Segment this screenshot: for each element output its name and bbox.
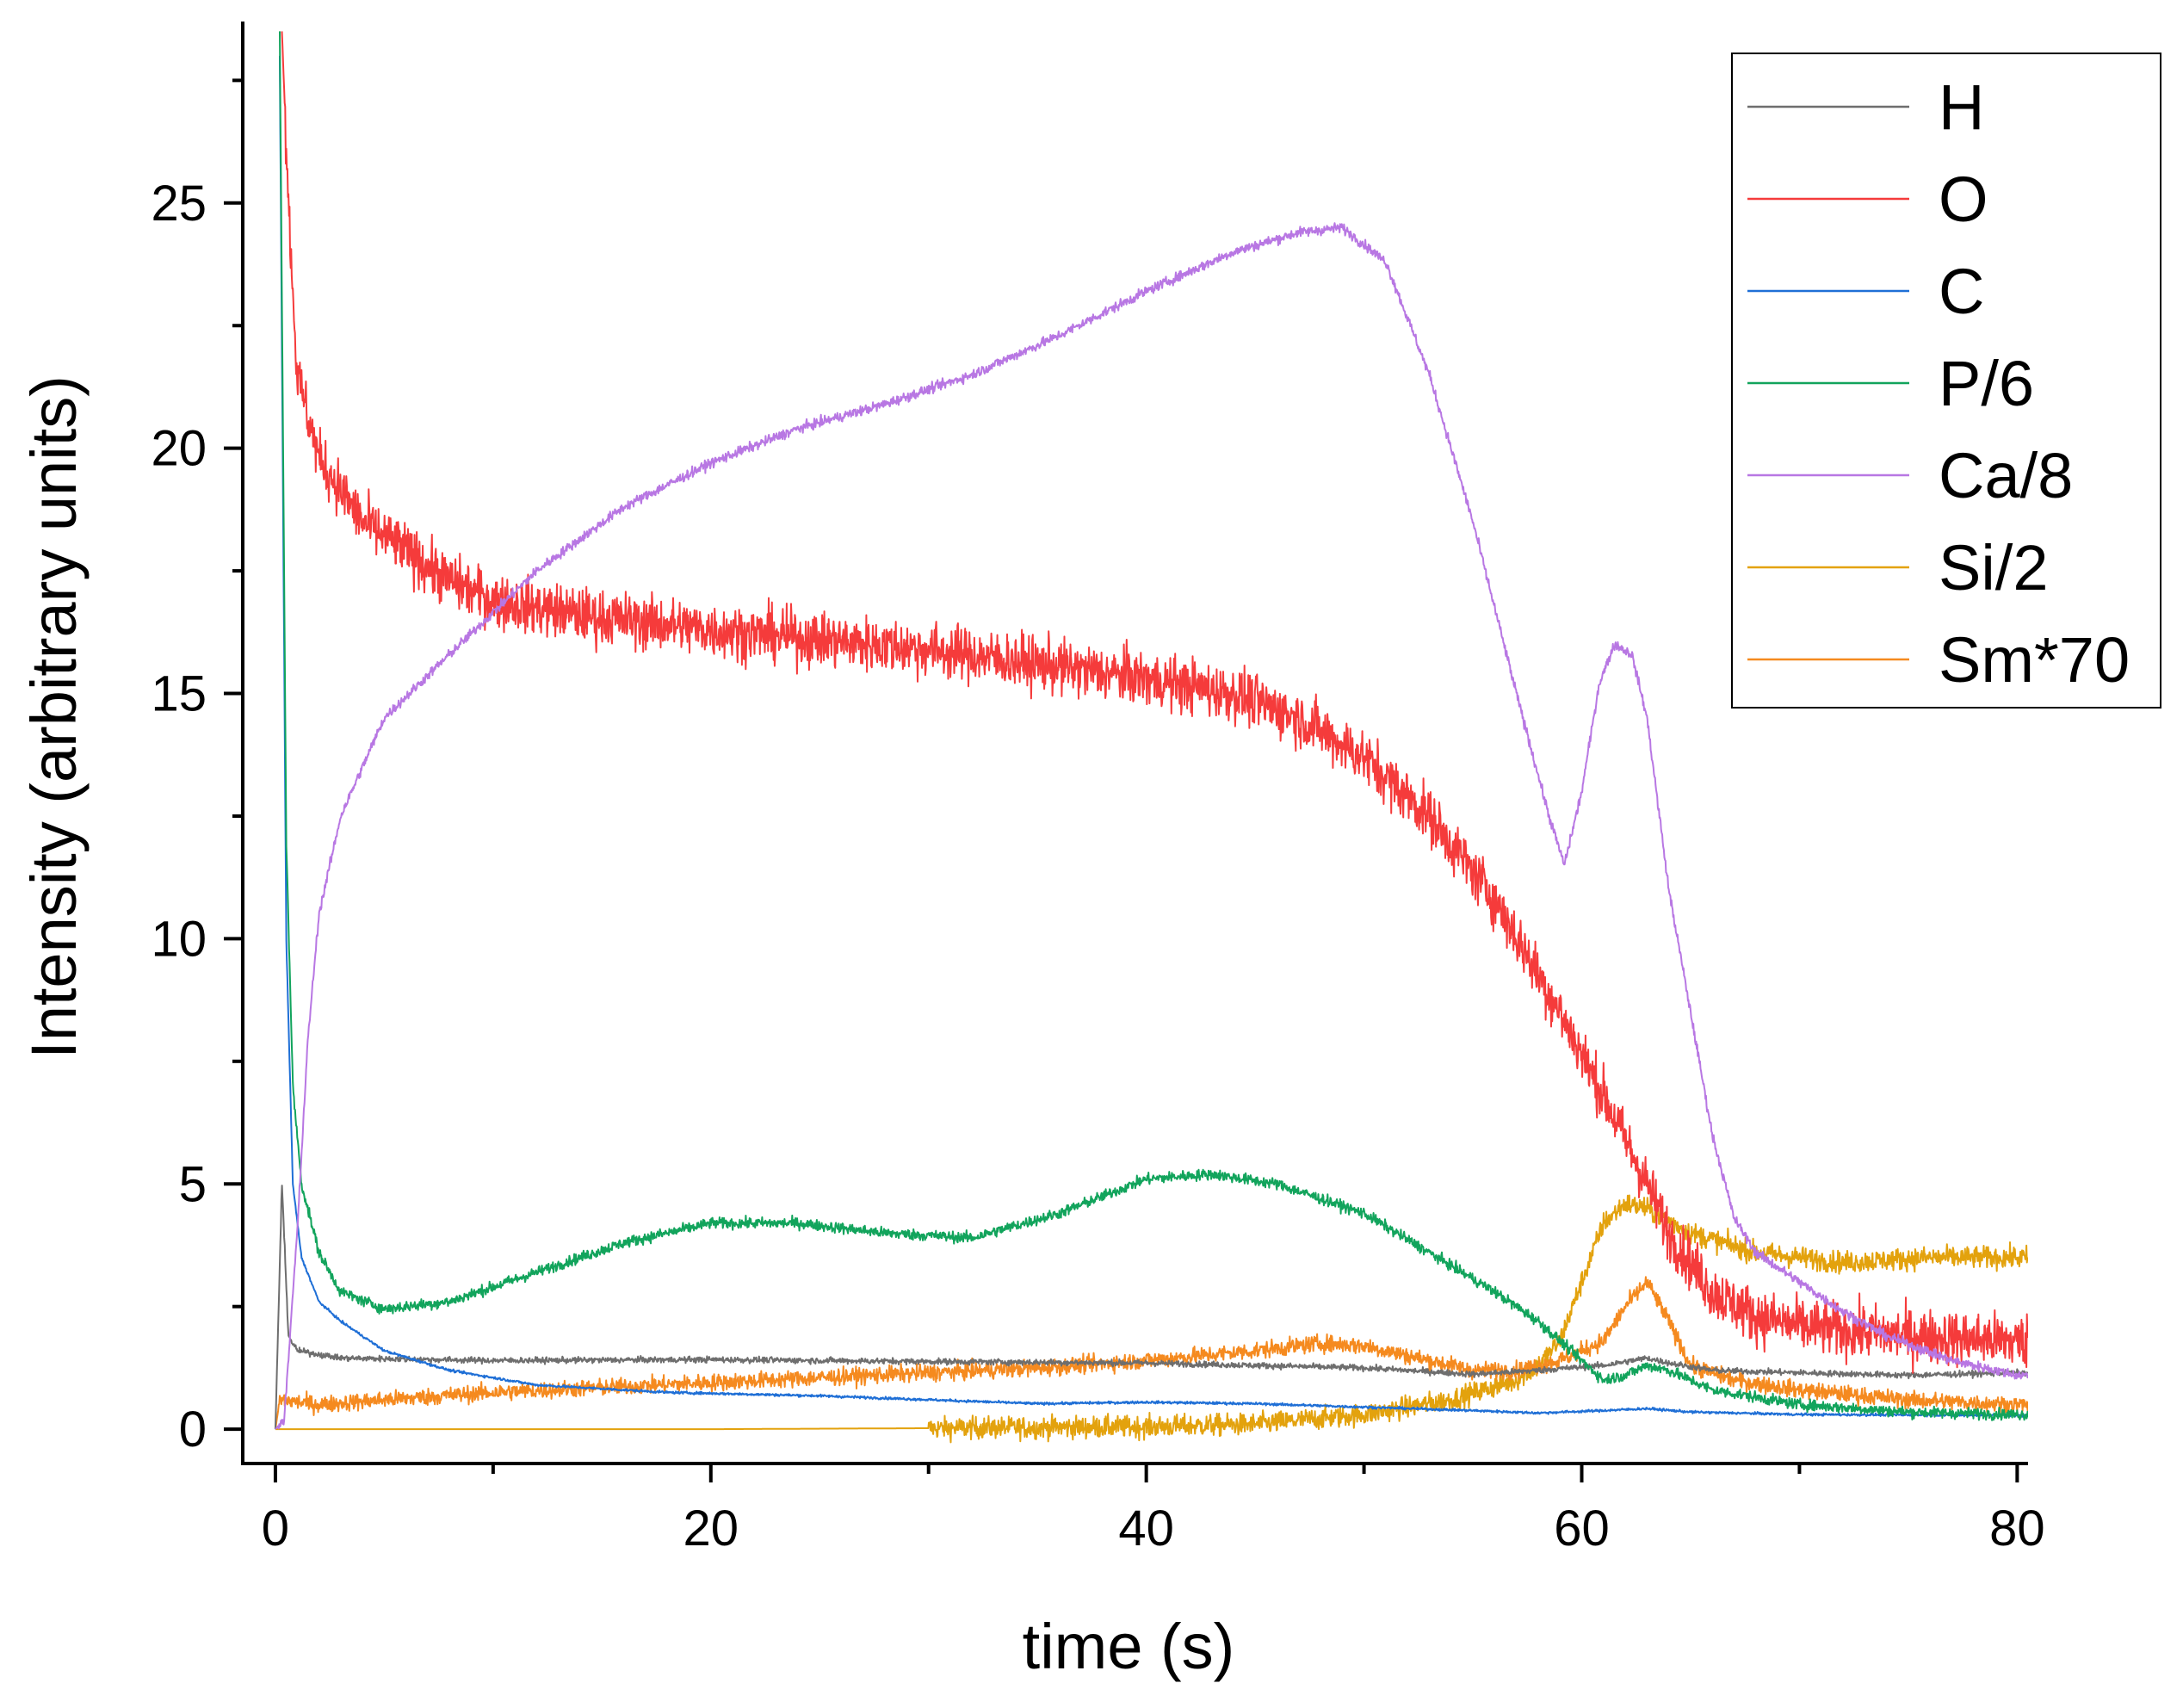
x-tick-label: 40 [1118, 1501, 1174, 1556]
series-line-c [279, 55, 2028, 1418]
x-tick-label: 80 [1989, 1501, 2045, 1556]
legend-label: C [1939, 256, 1984, 327]
legend-label: H [1939, 71, 1984, 143]
x-tick-label: 20 [683, 1501, 739, 1556]
series-line-p-6 [279, 31, 2028, 1421]
legend-label: O [1939, 164, 1988, 235]
legend: HOC P/6 Ca/8 Si/2 Sm*70 [1731, 53, 2161, 709]
legend-label: Si/2 [1939, 532, 2049, 603]
y-axis-title: Intensity (arbitrary units) [18, 375, 90, 1059]
legend-label: P/6 [1939, 348, 2034, 419]
legend-label: Ca/8 [1939, 440, 2073, 511]
y-tick-label: 15 [151, 666, 207, 722]
series-line-o [281, 31, 2028, 1374]
y-tick-label: 0 [179, 1402, 207, 1457]
legend-box [1731, 53, 2161, 709]
series-line-si-2 [275, 1194, 2028, 1444]
x-tick-label: 60 [1554, 1501, 1610, 1556]
series-lines [274, 31, 2028, 1444]
axes: 0 20 40 60 80 0 5 10 15 20 25 [151, 22, 2045, 1556]
x-tick-label: 0 [262, 1501, 289, 1556]
y-tick-label: 20 [151, 421, 207, 477]
series-line-h [274, 1185, 2028, 1430]
y-tick-label: 5 [179, 1156, 207, 1212]
series-line-sm-70 [274, 1276, 2028, 1430]
x-axis-title: time (s) [1023, 1611, 1235, 1682]
series-line-ca-8 [275, 222, 2028, 1430]
y-tick-label: 25 [151, 176, 207, 232]
y-tick-label: 10 [151, 911, 207, 967]
legend-label: Sm*70 [1939, 624, 2130, 696]
